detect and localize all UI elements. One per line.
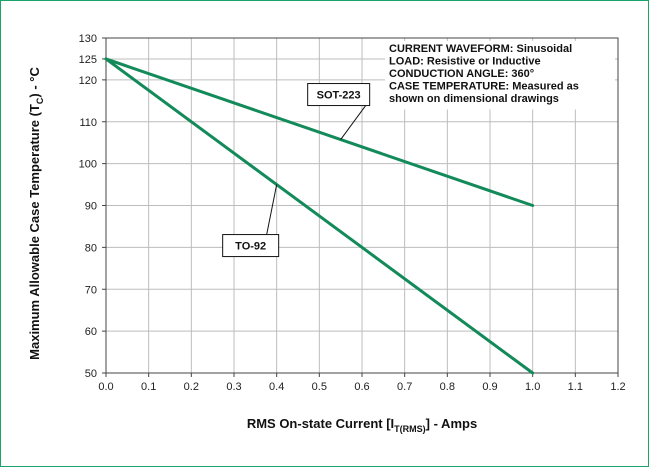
y-tick-label: 60 [85,326,97,338]
y-tick-labels: 50 60 70 80 90 100 110 120 125 130 [79,33,97,380]
notes-background [385,41,615,110]
x-tick-label: 0.5 [312,381,327,393]
y-tick-label: 120 [79,75,97,87]
x-tick-labels: 0.0 0.1 0.2 0.3 0.4 0.5 0.6 0.7 0.8 0.9 1.0 1.1 1.2 [98,381,625,393]
callout-label: TO-92 [235,241,266,253]
series-lines [104,57,535,375]
x-tick-label: 0.1 [141,381,156,393]
y-axis-title-suffix: ) - °C [27,67,42,98]
y-tick-label: 100 [79,159,97,171]
y-axis-title-sub: C [35,97,45,104]
callouts: SOT-223 TO-92 [222,83,371,258]
callout-label: SOT-223 [317,90,361,102]
y-tick-label: 70 [85,284,97,296]
x-tick-label: 0.2 [184,381,199,393]
callout-box [307,83,371,107]
x-tick-label: 1.0 [525,381,540,393]
y-tick-label: 130 [79,33,97,45]
note-line: CURRENT WAVEFORM: Sinusoidal [389,43,572,55]
series-line-sot-223 [104,57,535,207]
x-axis-title: RMS On-state Current [IT(RMS)] - Amps [247,416,477,434]
y-axis-title: Maximum Allowable Case Temperature (TC) … [27,67,45,360]
note-line: shown on dimensional drawings [389,93,559,105]
x-tick-label: 1.2 [610,381,625,393]
y-tick-label: 110 [79,117,97,129]
x-tick-label: 0.6 [354,381,369,393]
callout-leader [340,105,367,140]
x-tick-label: 1.1 [568,381,583,393]
series-line-to-92 [104,57,535,375]
note-line: LOAD: Resistive or Inductive [389,56,541,68]
x-axis-title-prefix: RMS On-state Current [I [247,416,394,431]
y-tick-label: 50 [85,368,97,380]
x-tick-label: 0.4 [269,381,284,393]
callout-leader [266,184,278,235]
x-tick-label: 0.7 [397,381,412,393]
y-tick-label: 90 [85,201,97,213]
x-axis-title-suffix: ] - Amps [426,416,478,431]
y-tick-label: 80 [85,242,97,254]
note-line: CONDUCTION ANGLE: 360° [389,68,534,80]
note-line: CASE TEMPERATURE: Measured as [389,81,579,93]
plot-border [105,37,619,374]
x-tick-label: 0.8 [440,381,455,393]
x-tick-label: 0.3 [226,381,241,393]
y-axis-title-prefix: Maximum Allowable Case Temperature (T [27,104,42,360]
callout-box [222,234,280,258]
x-axis-title-sub: T(RMS) [394,424,426,434]
x-tick-label: 0.9 [482,381,497,393]
x-tick-label: 0.0 [98,381,113,393]
y-tick-label: 125 [79,54,97,66]
